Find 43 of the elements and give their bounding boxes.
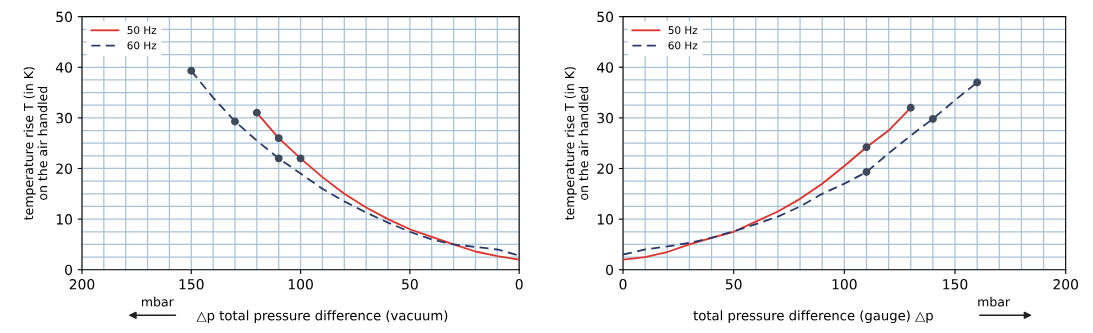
x-tick-label: 200 <box>1053 279 1079 290</box>
x-tick-label: 100 <box>832 279 857 290</box>
point <box>862 143 871 152</box>
point <box>296 154 305 163</box>
point <box>862 168 871 176</box>
x-tick-label: 50 <box>402 279 418 290</box>
y-tick-label: 30 <box>56 112 73 124</box>
y-axis-title: temperature rise T (in K) on the air handled <box>564 67 589 220</box>
y-tick-label: 50 <box>597 11 614 23</box>
x-tick-label: 0 <box>515 279 523 290</box>
point <box>252 108 261 117</box>
x-axis-title: total pressure difference (gauge) △p <box>693 310 933 323</box>
text: mbar <box>142 296 174 307</box>
point <box>928 114 937 123</box>
x-tick-label: 50 <box>725 279 742 290</box>
text: mbar <box>978 296 1011 307</box>
y-tick-label: 30 <box>597 112 614 124</box>
y-tick-label: 10 <box>597 214 614 225</box>
x-tick-label: 0 <box>619 279 627 290</box>
y-tick-label: 20 <box>56 163 73 174</box>
x-tick-label: 150 <box>179 279 204 290</box>
legend-label: 50 Hz <box>127 26 157 35</box>
legend-label: 60 Hz <box>127 41 157 50</box>
y-tick-label: 0 <box>65 264 73 276</box>
point <box>274 154 283 163</box>
point <box>231 117 239 126</box>
y-tick-label: 40 <box>596 62 614 73</box>
x-tick-label: 200 <box>69 279 95 290</box>
x-axis-title: △p total pressure difference (vacuum) <box>196 310 448 323</box>
y-tick-label: 40 <box>55 62 73 73</box>
y-tick-label: 0 <box>606 264 614 276</box>
legend-label: 60 Hz <box>668 41 698 50</box>
y-axis-title: temperature rise T (in K) on the air handled <box>23 67 48 220</box>
y-tick-label: 10 <box>56 214 73 225</box>
point <box>906 103 915 112</box>
point <box>187 66 196 75</box>
point <box>274 134 283 143</box>
x-tick-label: 100 <box>288 279 313 290</box>
x-tick-label: 150 <box>943 279 968 290</box>
legend-label: 50 Hz <box>668 26 698 35</box>
y-tick-label: 20 <box>597 163 614 174</box>
y-tick-label: 50 <box>56 11 73 23</box>
point <box>973 78 982 87</box>
